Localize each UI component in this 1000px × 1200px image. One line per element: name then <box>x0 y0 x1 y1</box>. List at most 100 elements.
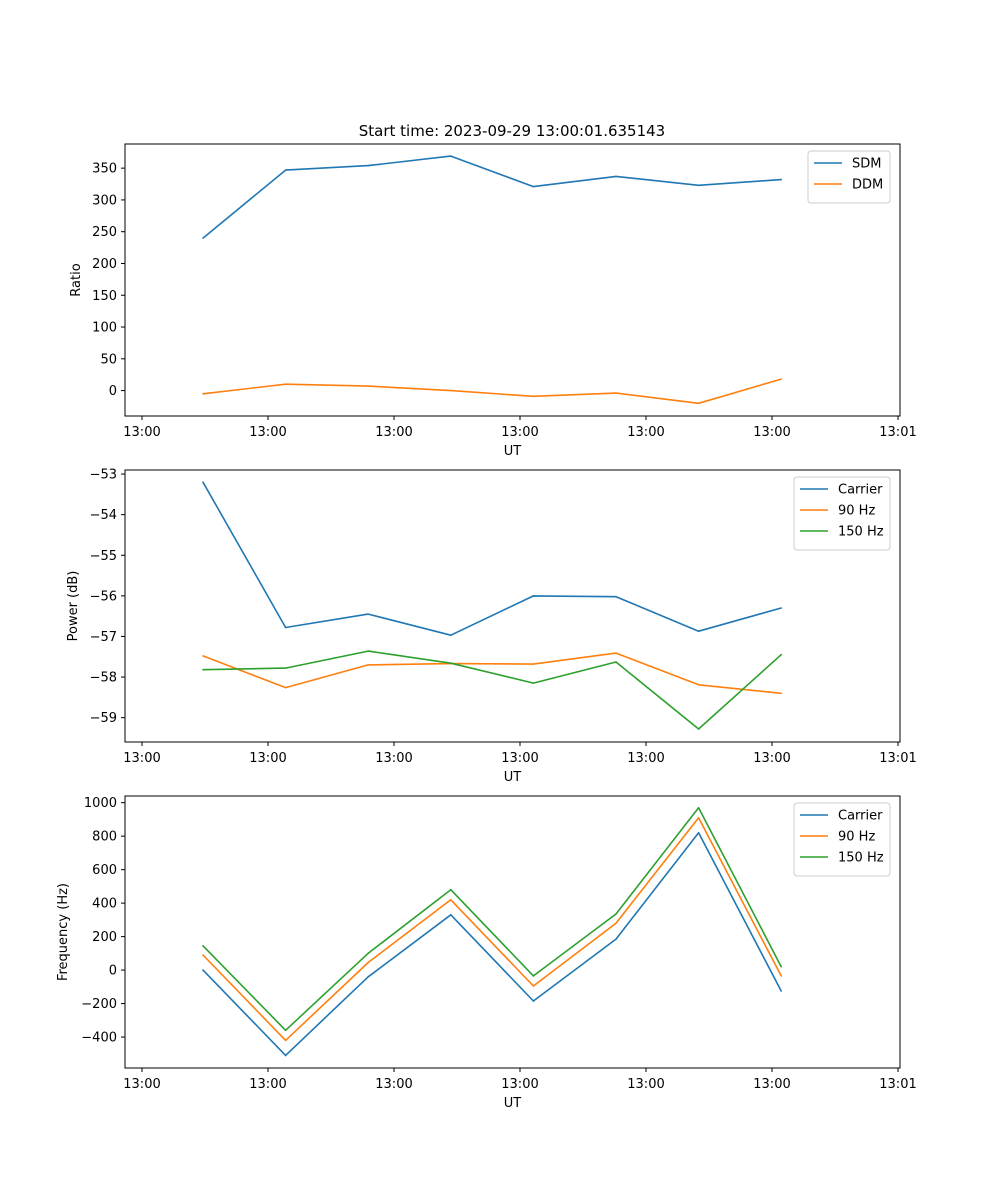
data-point <box>615 652 617 654</box>
y-tick-label: 350 <box>92 162 117 177</box>
x-tick-label: 13:01 <box>879 425 916 440</box>
data-point <box>615 661 617 663</box>
data-point <box>615 175 617 178</box>
series-line-90-hz <box>202 816 782 1042</box>
series-line-carrier <box>202 831 782 1057</box>
series-line-150-hz <box>202 650 782 730</box>
data-point <box>202 954 204 956</box>
data-point <box>780 607 782 609</box>
data-point <box>615 938 617 940</box>
y-tick-label: 0 <box>109 384 117 399</box>
figure-title: Start time: 2023-09-29 13:00:01.635143 <box>359 122 665 140</box>
data-point <box>367 961 370 964</box>
data-point <box>450 888 452 891</box>
y-axis-label: Ratio <box>69 263 84 296</box>
data-point <box>284 1029 287 1032</box>
data-point <box>697 402 700 405</box>
legend-label: 90 Hz <box>838 504 875 519</box>
data-point <box>780 965 782 968</box>
x-tick-label: 13:00 <box>249 425 286 440</box>
x-tick-label: 13:01 <box>879 751 916 766</box>
data-point <box>780 178 782 181</box>
legend: Carrier 90 Hz 150 Hz <box>793 476 891 551</box>
charts: 13:00 13:00 13:00 13:00 13:00 13:00 13:01 UT 0 50… <box>56 143 917 1111</box>
x-tick-label: 13:00 <box>123 751 160 766</box>
data-point <box>697 806 700 809</box>
x-tick-label: 13:00 <box>627 1077 664 1092</box>
x-tick-label: 13:00 <box>501 751 538 766</box>
x-axis-label: UT <box>504 444 522 459</box>
y-tick-label: 100 <box>92 321 117 336</box>
y-axis-label: Power (dB) <box>66 571 81 642</box>
legend: SDM DDM <box>807 150 891 204</box>
data-point <box>284 667 287 669</box>
data-point <box>284 626 287 629</box>
x-tick-label: 13:00 <box>753 751 790 766</box>
y-axis-label: Frequency (Hz) <box>56 883 71 981</box>
x-tick-label: 13:00 <box>123 425 160 440</box>
legend-box <box>807 150 891 204</box>
x-tick-label: 13:00 <box>249 751 286 766</box>
data-point <box>367 952 370 955</box>
y-tick-label: 150 <box>92 289 117 304</box>
x-tick-label: 13:00 <box>375 751 412 766</box>
data-point <box>450 634 452 637</box>
data-point <box>367 650 370 652</box>
y-tick-label: −59 <box>90 711 117 726</box>
y-tick-label: −400 <box>81 1031 117 1046</box>
plot-frame <box>124 469 901 743</box>
y-tick-label: 0 <box>109 964 117 979</box>
x-tick-label: 13:00 <box>375 425 412 440</box>
series-line-150-hz <box>202 806 782 1032</box>
x-tick-label: 13:00 <box>627 751 664 766</box>
data-point <box>697 184 700 187</box>
plot-frame <box>124 795 901 1069</box>
data-point <box>780 692 782 695</box>
series-line-sdm <box>202 155 782 239</box>
data-point <box>284 1054 287 1057</box>
data-point <box>367 613 370 615</box>
y-tick-label: 250 <box>92 225 117 240</box>
data-point <box>284 169 287 171</box>
chart-3: 13:00 13:00 13:00 13:00 13:00 13:00 13:01 UT −40… <box>56 795 917 1111</box>
data-point <box>202 655 204 657</box>
data-point <box>450 155 452 157</box>
chart-2: 13:00 13:00 13:00 13:00 13:00 13:00 13:01 UT −59… <box>66 468 917 785</box>
chart-1: 13:00 13:00 13:00 13:00 13:00 13:00 13:01 UT 0 50… <box>69 143 917 459</box>
data-point <box>532 682 535 684</box>
data-point <box>532 395 535 398</box>
data-point <box>780 975 782 977</box>
x-tick-label: 13:00 <box>753 425 790 440</box>
legend-label: 90 Hz <box>838 830 875 845</box>
y-tick-label: −56 <box>90 589 117 604</box>
x-tick-label: 13:01 <box>879 1077 916 1092</box>
data-point <box>202 481 204 483</box>
y-tick-label: −54 <box>90 508 117 523</box>
y-tick-label: 600 <box>92 863 117 878</box>
x-tick-label: 13:00 <box>123 1077 160 1092</box>
legend-label: Carrier <box>838 809 883 824</box>
data-point <box>202 969 204 971</box>
x-tick-label: 13:00 <box>627 425 664 440</box>
data-point <box>697 728 700 730</box>
y-tick-label: 400 <box>92 897 117 912</box>
series-line-ddm <box>202 378 782 405</box>
data-point <box>532 975 535 977</box>
data-point <box>367 975 370 978</box>
data-point <box>450 898 452 901</box>
plot-frame <box>124 143 901 417</box>
data-point <box>615 922 617 925</box>
x-tick-label: 13:00 <box>501 1077 538 1092</box>
y-tick-label: −53 <box>90 468 117 483</box>
data-point <box>615 595 617 598</box>
y-tick-label: 1000 <box>84 796 117 811</box>
data-point <box>367 164 370 167</box>
data-point <box>202 392 204 395</box>
data-point <box>284 383 287 386</box>
data-point <box>615 392 617 394</box>
data-point <box>532 985 535 987</box>
data-point <box>450 389 452 392</box>
data-point <box>284 686 287 689</box>
legend: Carrier 90 Hz 150 Hz <box>793 802 891 877</box>
